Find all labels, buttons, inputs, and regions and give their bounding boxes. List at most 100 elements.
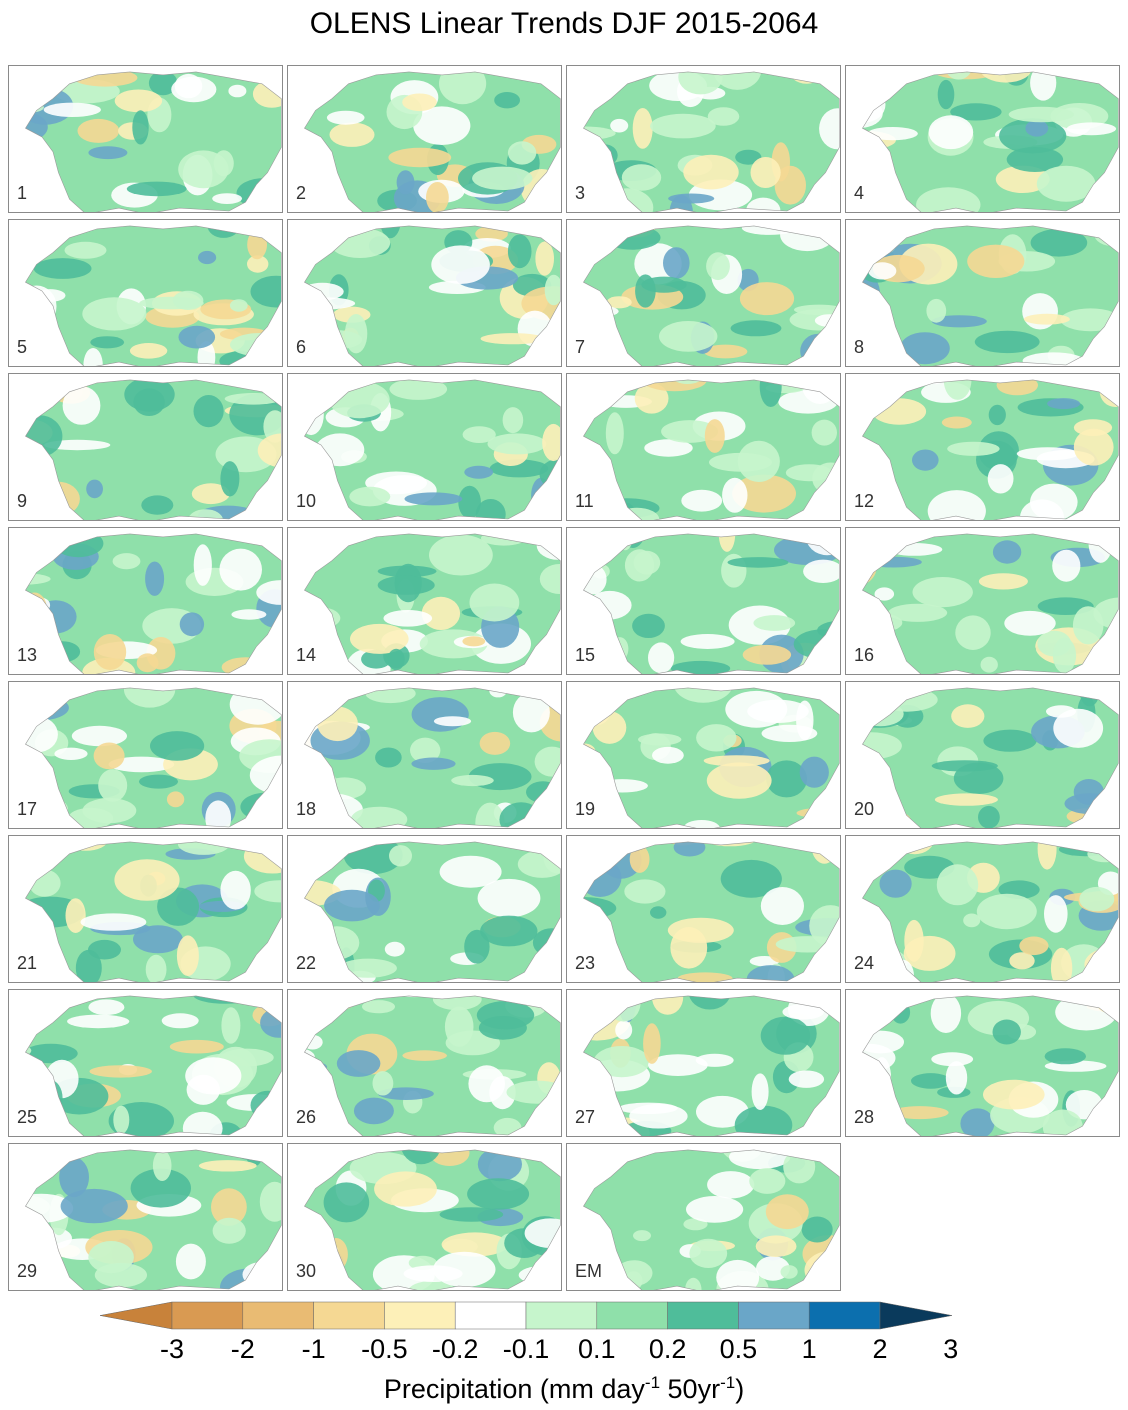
map-panel: 4 [845, 65, 1120, 213]
panel-label: 29 [17, 1261, 38, 1281]
colorbar-tick-label: 0.2 [649, 1334, 687, 1360]
panel-label: 3 [575, 183, 586, 203]
map-panel: 8 [845, 219, 1120, 367]
map-panel: 3 [566, 65, 841, 213]
panel-label: 6 [296, 337, 307, 357]
panel-label: 8 [854, 337, 865, 357]
colorbar-tick-label: -1 [302, 1334, 326, 1360]
panel-label: 14 [296, 645, 317, 665]
colorbar-swatch [454, 1301, 527, 1330]
map-field [583, 1149, 840, 1290]
map-panel: 12 [845, 373, 1120, 521]
map-panel: 16 [845, 527, 1120, 675]
map-field [304, 225, 561, 366]
colorbar-extend-high [879, 1301, 953, 1330]
map-panel: 15 [566, 527, 841, 675]
colorbar-label-sup2: -1 [720, 1373, 736, 1392]
map-field [304, 995, 561, 1136]
colorbar: -3 -2 -1 -0.5 -0.2 -0.1 0.1 0.2 0.5 1 2 3 [100, 1301, 958, 1360]
panel-label: 16 [854, 645, 875, 665]
map-field [862, 995, 1119, 1136]
figure-title: OLENS Linear Trends DJF 2015-2064 [309, 7, 819, 40]
map-panel: 17 [8, 681, 283, 829]
map-panel: 29 [8, 1143, 283, 1291]
colorbar-label-mid: 50yr [660, 1374, 721, 1404]
colorbar-label: Precipitation (mm day-1 50yr-1) [0, 1366, 1128, 1406]
panel-label: 19 [575, 799, 596, 819]
panel-label: 10 [296, 491, 317, 511]
map-panel: EM [566, 1143, 841, 1291]
panel-label: 30 [296, 1261, 317, 1281]
colorbar-tick-label: -3 [160, 1334, 184, 1360]
map-panel: 26 [287, 989, 562, 1137]
map-field [862, 841, 1119, 982]
map-panel: 1 [8, 65, 283, 213]
map-field [862, 379, 1119, 520]
map-panel: 5 [8, 219, 283, 367]
map-field [583, 533, 840, 674]
map-field [583, 687, 840, 828]
map-field [25, 379, 282, 520]
map-panel: 21 [8, 835, 283, 983]
colorbar-swatch [313, 1301, 385, 1330]
map-field [304, 379, 561, 520]
map-panel: 10 [287, 373, 562, 521]
map-field [862, 71, 1119, 212]
map-field [25, 1149, 282, 1290]
colorbar-tick-label: -2 [231, 1334, 255, 1360]
colorbar-tick-label: 0.5 [720, 1334, 758, 1360]
map-panel: 11 [566, 373, 841, 521]
map-panel: 6 [287, 219, 562, 367]
map-field [583, 841, 840, 982]
panel-label: 1 [17, 183, 28, 203]
map-panel: 27 [566, 989, 841, 1137]
panel-label: 9 [17, 491, 28, 511]
panel-label: 11 [575, 491, 594, 511]
colorbar-tick-label: -0.1 [503, 1334, 550, 1360]
panel-label: EM [575, 1261, 602, 1281]
panel-grid: 1 2 3 4 5 6 7 8 9 10 11 12 13 14 15 16 17 18 19 20 21 22 23 24 2… [8, 65, 1120, 1291]
map-field [862, 225, 1119, 366]
map-field [583, 995, 840, 1136]
panel-label: 13 [17, 645, 38, 665]
map-field [304, 71, 561, 212]
map-field [583, 225, 840, 366]
panel-label: 20 [854, 799, 875, 819]
colorbar-swatch [525, 1301, 598, 1330]
colorbar-tick-label: 1 [802, 1334, 817, 1360]
map-field [25, 71, 282, 212]
colorbar-swatch [171, 1301, 244, 1330]
panel-label: 17 [17, 799, 38, 819]
map-panel: 22 [287, 835, 562, 983]
map-panel: 23 [566, 835, 841, 983]
panel-label: 25 [17, 1107, 38, 1127]
map-panel: 19 [566, 681, 841, 829]
colorbar-swatch [738, 1301, 810, 1330]
panel-label: 28 [854, 1107, 875, 1127]
map-field [25, 225, 282, 366]
colorbar-tick-label: 3 [943, 1334, 958, 1360]
map-panel: 25 [8, 989, 283, 1137]
colorbar-swatch [242, 1301, 314, 1330]
map-panel: 28 [845, 989, 1120, 1137]
map-field [583, 379, 840, 520]
map-field [862, 533, 1119, 674]
map-field [25, 533, 282, 674]
colorbar-tick-label: -0.5 [361, 1334, 408, 1360]
map-panel: 7 [566, 219, 841, 367]
panel-label: 23 [575, 953, 596, 973]
panel-label: 27 [575, 1107, 596, 1127]
colorbar-label-sup1: -1 [644, 1373, 661, 1392]
map-field [25, 995, 282, 1136]
map-field [304, 1149, 561, 1290]
colorbar-swatch [384, 1301, 456, 1330]
colorbar-tick-label: 2 [872, 1334, 887, 1360]
panel-label: 15 [575, 645, 596, 665]
colorbar-tick-label: 0.1 [578, 1334, 616, 1360]
panel-label: 7 [575, 337, 586, 357]
panel-label: 2 [296, 183, 307, 203]
map-panel: 14 [287, 527, 562, 675]
colorbar-label-end: ) [735, 1374, 745, 1404]
map-panel: 18 [287, 681, 562, 829]
map-field [304, 533, 561, 674]
